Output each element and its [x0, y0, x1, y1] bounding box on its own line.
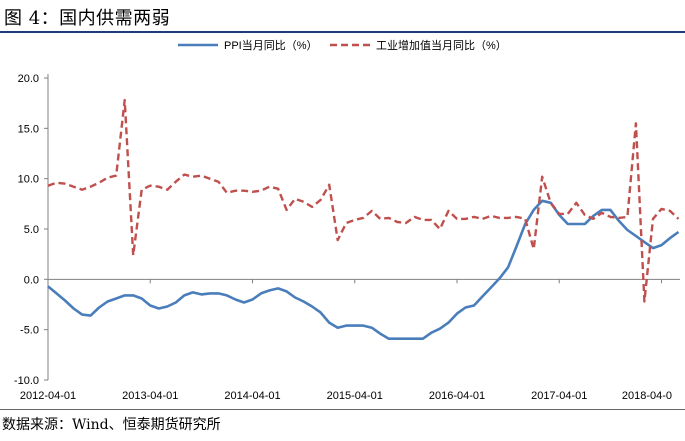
ppi-series-line — [47, 199, 680, 340]
chart-legend: PPI当月同比（%） 工业增加值当月同比（%） — [178, 38, 507, 52]
x-tick-label: 2013-04-01 — [122, 390, 178, 402]
y-tick-label: 10.0 — [18, 174, 39, 186]
data-source-note: 数据来源：Wind、恒泰期货研究所 — [2, 417, 221, 433]
figure-title: 图 4：国内供需两弱 — [4, 8, 171, 29]
x-tick-label: 2012-04-01 — [20, 390, 76, 402]
x-tick-label: 2016-04-01 — [429, 390, 485, 402]
source-rule — [0, 409, 685, 410]
x-tick-label: 2014-04-01 — [224, 390, 280, 402]
chart-axes: -10.0 -5.0 0.0 5.0 10.0 15.0 20.0 2012-04-01 201… — [14, 73, 680, 402]
y-tick-label: 5.0 — [24, 224, 39, 236]
x-tick-label: 2017-04-01 — [531, 390, 587, 402]
y-tick-label: 15.0 — [18, 123, 39, 135]
y-tick-label: -5.0 — [20, 325, 39, 337]
x-tick-label: 2018-04-0 — [622, 390, 672, 402]
x-tick-label: 2015-04-01 — [327, 390, 383, 402]
title-rule — [0, 31, 685, 33]
y-tick-label: 20.0 — [18, 73, 39, 85]
y-tick-label: 0.0 — [24, 274, 39, 286]
y-tick-label: -10.0 — [14, 375, 39, 387]
chart-series — [47, 98, 680, 340]
legend-label: PPI当月同比（%） — [224, 38, 318, 52]
line-chart: PPI当月同比（%） 工业增加值当月同比（%） -10.0 -5.0 0.0 5.0 10… — [14, 38, 680, 402]
industrial-output-series-line — [47, 98, 680, 303]
legend-label: 工业增加值当月同比（%） — [376, 38, 507, 52]
